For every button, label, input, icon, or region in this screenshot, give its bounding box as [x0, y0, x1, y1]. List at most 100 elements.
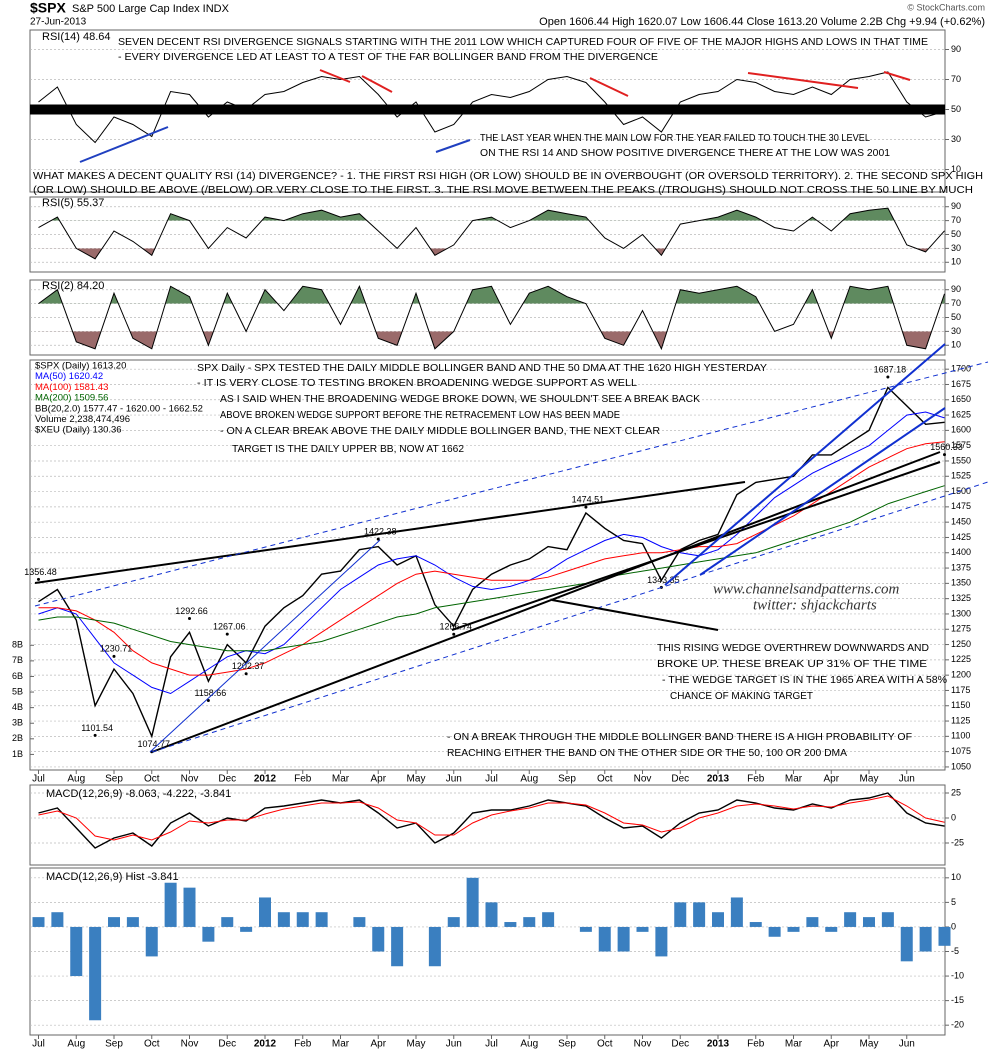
y-tick-label: 0	[951, 812, 956, 822]
extreme-label: 1343.35	[647, 575, 680, 585]
extreme-point	[37, 577, 40, 581]
x-tick-label: Sep	[105, 1039, 123, 1050]
hist-bar	[938, 926, 951, 946]
hist-bar	[749, 922, 762, 927]
hist-bar	[787, 926, 800, 932]
y-tick-label: 1125	[951, 715, 970, 725]
legend-entry: BB(20,2.0) 1577.47 - 1620.00 - 1662.52	[35, 403, 203, 414]
x-tick-label: Sep	[558, 1039, 576, 1050]
x-tick-label: Aug	[67, 774, 85, 785]
hist-bar	[259, 897, 271, 927]
panel-title: RSI(2) 84.20	[42, 280, 104, 292]
series-line	[38, 795, 945, 841]
extreme-point	[93, 733, 97, 737]
legend-entry: $XEU (Daily) 130.36	[35, 425, 122, 436]
x-tick-label: Mar	[785, 1039, 803, 1050]
x-tick-label: Oct	[597, 774, 613, 785]
y-tick-label: 1400	[951, 547, 971, 557]
y-tick-label: 50	[951, 104, 961, 114]
x-tick-label: Dec	[671, 1039, 689, 1050]
y-tick-label: 1675	[951, 379, 971, 389]
y-tick-label: 1450	[951, 517, 971, 527]
x-tick-label: Aug	[520, 774, 538, 785]
x-tick-label: Sep	[105, 774, 123, 785]
extreme-point	[376, 537, 380, 541]
y-tick-label: 1625	[951, 409, 971, 419]
x-tick-label: May	[860, 774, 879, 785]
hist-bar	[504, 922, 517, 927]
x-tick-label: Feb	[747, 774, 765, 785]
hist-bar	[806, 917, 819, 927]
y-tick-label: 50	[951, 229, 961, 239]
x-tick-label: Feb	[747, 1039, 765, 1050]
volume-tick-label: 2B	[12, 733, 23, 743]
y-tick-label: 30	[951, 326, 961, 336]
hist-bar	[900, 926, 913, 962]
x-tick-label: Aug	[67, 1039, 85, 1050]
y-tick-label: 1150	[951, 700, 970, 710]
hist-bar	[617, 926, 630, 952]
channel-line	[151, 481, 989, 753]
hist-bar	[240, 926, 253, 932]
x-tick-label: Dec	[218, 774, 236, 785]
symbol: $SPX	[30, 0, 66, 16]
hist-bar	[655, 926, 668, 957]
y-tick-label: 1200	[951, 670, 971, 680]
quote: Open 1606.44 High 1620.07 Low 1606.44 Cl…	[539, 16, 985, 28]
y-tick-label: 90	[951, 44, 961, 54]
x-tick-label: 2013	[707, 1039, 730, 1050]
hist-bar	[523, 917, 536, 927]
y-tick-label: 1175	[951, 685, 970, 695]
legend-entry: MA(50) 1620.42	[35, 371, 103, 382]
series-line	[38, 792, 945, 849]
index-name: S&P 500 Large Cap Index INDX	[72, 3, 230, 15]
wedge-line	[34, 481, 746, 584]
x-tick-label: Apr	[823, 774, 839, 785]
extreme-point	[244, 672, 248, 676]
extreme-point	[452, 632, 456, 636]
legend-entry: Volume 2,238,474,496	[35, 414, 130, 425]
hist-bar	[372, 926, 385, 952]
x-tick-label: Apr	[370, 1039, 386, 1050]
credit: © StockCharts.com	[907, 2, 985, 12]
extreme-point	[943, 453, 946, 457]
x-tick-label: Jun	[899, 1039, 915, 1050]
panel: -25 0 25 MACD(12,26,9) -8.063, -4.222, -3.8…	[29, 784, 964, 866]
hist-bar	[202, 926, 215, 942]
annotation: - THE WEDGE TARGET IS IN THE 1965 AREA W…	[662, 674, 947, 686]
channel-line	[34, 361, 989, 607]
hist-bar	[579, 926, 592, 932]
hist-bar	[598, 926, 611, 952]
panel: 10 30 50 70 90 RSI(5) 55.37	[29, 196, 961, 273]
x-tick-label: Mar	[332, 1039, 350, 1050]
y-tick-label: 10	[951, 257, 961, 267]
y-tick-label: 1375	[951, 562, 971, 572]
y-tick-label: 70	[951, 298, 961, 308]
extreme-label: 1474.51	[572, 495, 605, 505]
divergence-arrow	[589, 77, 629, 97]
y-tick-label: 25	[951, 787, 961, 797]
volume-tick-label: 3B	[12, 718, 23, 728]
divergence-arrow	[361, 75, 393, 93]
y-tick-label: 1225	[951, 654, 971, 664]
x-tick-label: Dec	[218, 1039, 236, 1050]
y-tick-label: 1475	[951, 501, 971, 511]
hist-bar	[51, 912, 64, 927]
divergence-arrow	[319, 69, 351, 83]
hist-bar	[70, 926, 83, 977]
hist-bar	[542, 912, 555, 927]
panel: 10 30 50 70 90 RSI(14) 48.64 SEVEN DECENT RSI …	[29, 29, 983, 196]
extreme-label: 1687.18	[874, 364, 907, 374]
hist-bar	[844, 912, 857, 927]
hist-bar	[730, 897, 743, 927]
x-tick-label: Feb	[294, 774, 312, 785]
volume-tick-label: 5B	[12, 686, 23, 696]
panel: 10 30 50 70 90 RSI(2) 84.20	[29, 279, 961, 356]
x-tick-label: Oct	[597, 1039, 613, 1050]
x-tick-label: Nov	[634, 774, 652, 785]
annotation: SEVEN DECENT RSI DIVERGENCE SIGNALS STAR…	[118, 36, 928, 48]
hist-bar	[919, 926, 932, 952]
hist-bar	[221, 917, 234, 927]
